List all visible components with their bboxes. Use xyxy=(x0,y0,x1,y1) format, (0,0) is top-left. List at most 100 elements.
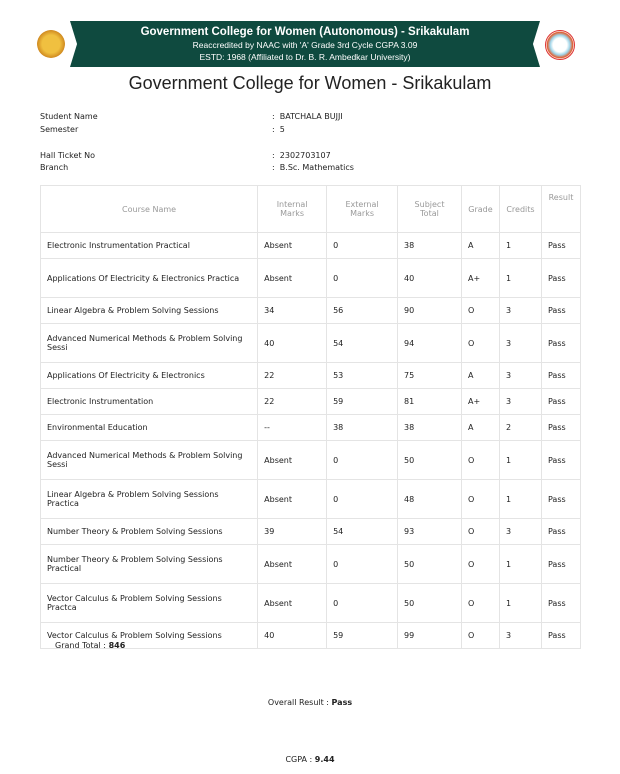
external-marks: 53 xyxy=(326,362,399,389)
column-header: External Marks xyxy=(326,185,399,233)
grade: A+ xyxy=(460,258,500,298)
external-marks: 54 xyxy=(326,518,399,545)
internal-marks: Absent xyxy=(257,440,328,480)
column-header: Grade xyxy=(460,185,500,233)
label: Grand Total : xyxy=(55,641,107,650)
label: Student Name xyxy=(40,112,98,121)
internal-marks: Absent xyxy=(257,544,328,584)
course-name: Applications Of Electricity & Electronic… xyxy=(39,362,259,389)
column-header: Result xyxy=(540,185,582,233)
result: Pass xyxy=(540,479,582,519)
result: Pass xyxy=(540,258,582,298)
cgpa-value: 9.44 xyxy=(314,755,335,764)
subject-total: 50 xyxy=(397,440,462,480)
result: Pass xyxy=(540,323,582,363)
external-marks: 0 xyxy=(326,583,399,623)
course-name: Advanced Numerical Methods & Problem Sol… xyxy=(39,323,259,363)
grade: A xyxy=(460,414,500,441)
credits: 1 xyxy=(498,583,542,623)
internal-marks: 39 xyxy=(257,518,328,545)
external-marks: 0 xyxy=(326,258,399,298)
overall-value: Pass xyxy=(331,698,353,707)
hall-ticket: 2302703107 xyxy=(279,151,331,160)
internal-marks: Absent xyxy=(257,583,328,623)
established: ESTD: 1968 (Affiliated to Dr. B. R. Ambe… xyxy=(199,52,411,62)
header-banner: Government College for Women (Autonomous… xyxy=(70,21,540,67)
accreditation: Reaccredited by NAAC with 'A' Grade 3rd … xyxy=(192,40,418,50)
external-marks: 59 xyxy=(326,388,399,415)
result: Pass xyxy=(540,518,582,545)
result: Pass xyxy=(540,440,582,480)
result: Pass xyxy=(540,583,582,623)
table-row: Number Theory & Problem Solving Sessions… xyxy=(39,518,582,545)
credits: 3 xyxy=(498,362,542,389)
sep: : xyxy=(272,151,275,160)
subject-total: 93 xyxy=(397,518,462,545)
page-title: Government College for Women - Srikakula… xyxy=(128,73,492,93)
course-name: Number Theory & Problem Solving Sessions xyxy=(39,518,259,545)
subject-total: 38 xyxy=(397,232,462,259)
course-name: Environmental Education xyxy=(39,414,259,441)
label: Hall Ticket No xyxy=(40,151,95,160)
subject-total: 99 xyxy=(397,622,462,649)
external-marks: 0 xyxy=(326,440,399,480)
credits: 1 xyxy=(498,232,542,259)
result: Pass xyxy=(540,297,582,324)
internal-marks: Absent xyxy=(257,258,328,298)
course-name: Vector Calculus & Problem Solving Sessio… xyxy=(39,622,259,649)
grade: O xyxy=(460,323,500,363)
grand-total: Grand Total : 846 xyxy=(55,641,125,650)
credits: 3 xyxy=(498,622,542,649)
table-row: Linear Algebra & Problem Solving Session… xyxy=(39,297,582,324)
grade: O xyxy=(460,440,500,480)
table-row: Vector Calculus & Problem Solving Sessio… xyxy=(39,583,582,623)
course-name: Electronic Instrumentation Practical xyxy=(39,232,259,259)
internal-marks: 22 xyxy=(257,362,328,389)
course-name: Vector Calculus & Problem Solving Sessio… xyxy=(39,583,259,623)
subject-total: 48 xyxy=(397,479,462,519)
overall-result: Overall Result : Pass xyxy=(0,698,620,707)
label: Semester xyxy=(40,125,79,134)
marks-table: Course Name Internal Marks External Marks S… xyxy=(39,185,582,649)
grade: O xyxy=(460,544,500,584)
naac-logo-icon xyxy=(545,30,575,60)
course-name: Electronic Instrumentation xyxy=(39,388,259,415)
grade: O xyxy=(460,479,500,519)
grade: A xyxy=(460,232,500,259)
result: Pass xyxy=(540,362,582,389)
external-marks: 0 xyxy=(326,479,399,519)
credits: 3 xyxy=(498,323,542,363)
grade: A xyxy=(460,362,500,389)
external-marks: 54 xyxy=(326,323,399,363)
internal-marks: 34 xyxy=(257,297,328,324)
subject-total: 50 xyxy=(397,544,462,584)
credits: 1 xyxy=(498,440,542,480)
credits: 3 xyxy=(498,518,542,545)
column-header: Internal Marks xyxy=(257,185,328,233)
course-name: Advanced Numerical Methods & Problem Sol… xyxy=(39,440,259,480)
internal-marks: 22 xyxy=(257,388,328,415)
result: Pass xyxy=(540,232,582,259)
grade: O xyxy=(460,518,500,545)
table-row: Number Theory & Problem Solving Sessions… xyxy=(39,544,582,584)
course-name: Number Theory & Problem Solving Sessions… xyxy=(39,544,259,584)
external-marks: 59 xyxy=(326,622,399,649)
result: Pass xyxy=(540,544,582,584)
internal-marks: Absent xyxy=(257,479,328,519)
internal-marks: -- xyxy=(257,414,328,441)
external-marks: 0 xyxy=(326,232,399,259)
subject-total: 81 xyxy=(397,388,462,415)
credits: 2 xyxy=(498,414,542,441)
branch: B.Sc. Mathematics xyxy=(279,163,354,172)
label: Branch xyxy=(40,163,69,172)
grade: O xyxy=(460,583,500,623)
table-row: Vector Calculus & Problem Solving Sessio… xyxy=(39,622,582,649)
subject-total: 75 xyxy=(397,362,462,389)
table-row: Environmental Education -- 38 38 A 2 Pass xyxy=(39,414,582,441)
subject-total: 94 xyxy=(397,323,462,363)
table-row: Electronic Instrumentation Practical Abse… xyxy=(39,232,582,259)
subject-total: 90 xyxy=(397,297,462,324)
subject-total: 50 xyxy=(397,583,462,623)
column-header: Course Name xyxy=(39,185,259,233)
internal-marks: Absent xyxy=(257,232,328,259)
